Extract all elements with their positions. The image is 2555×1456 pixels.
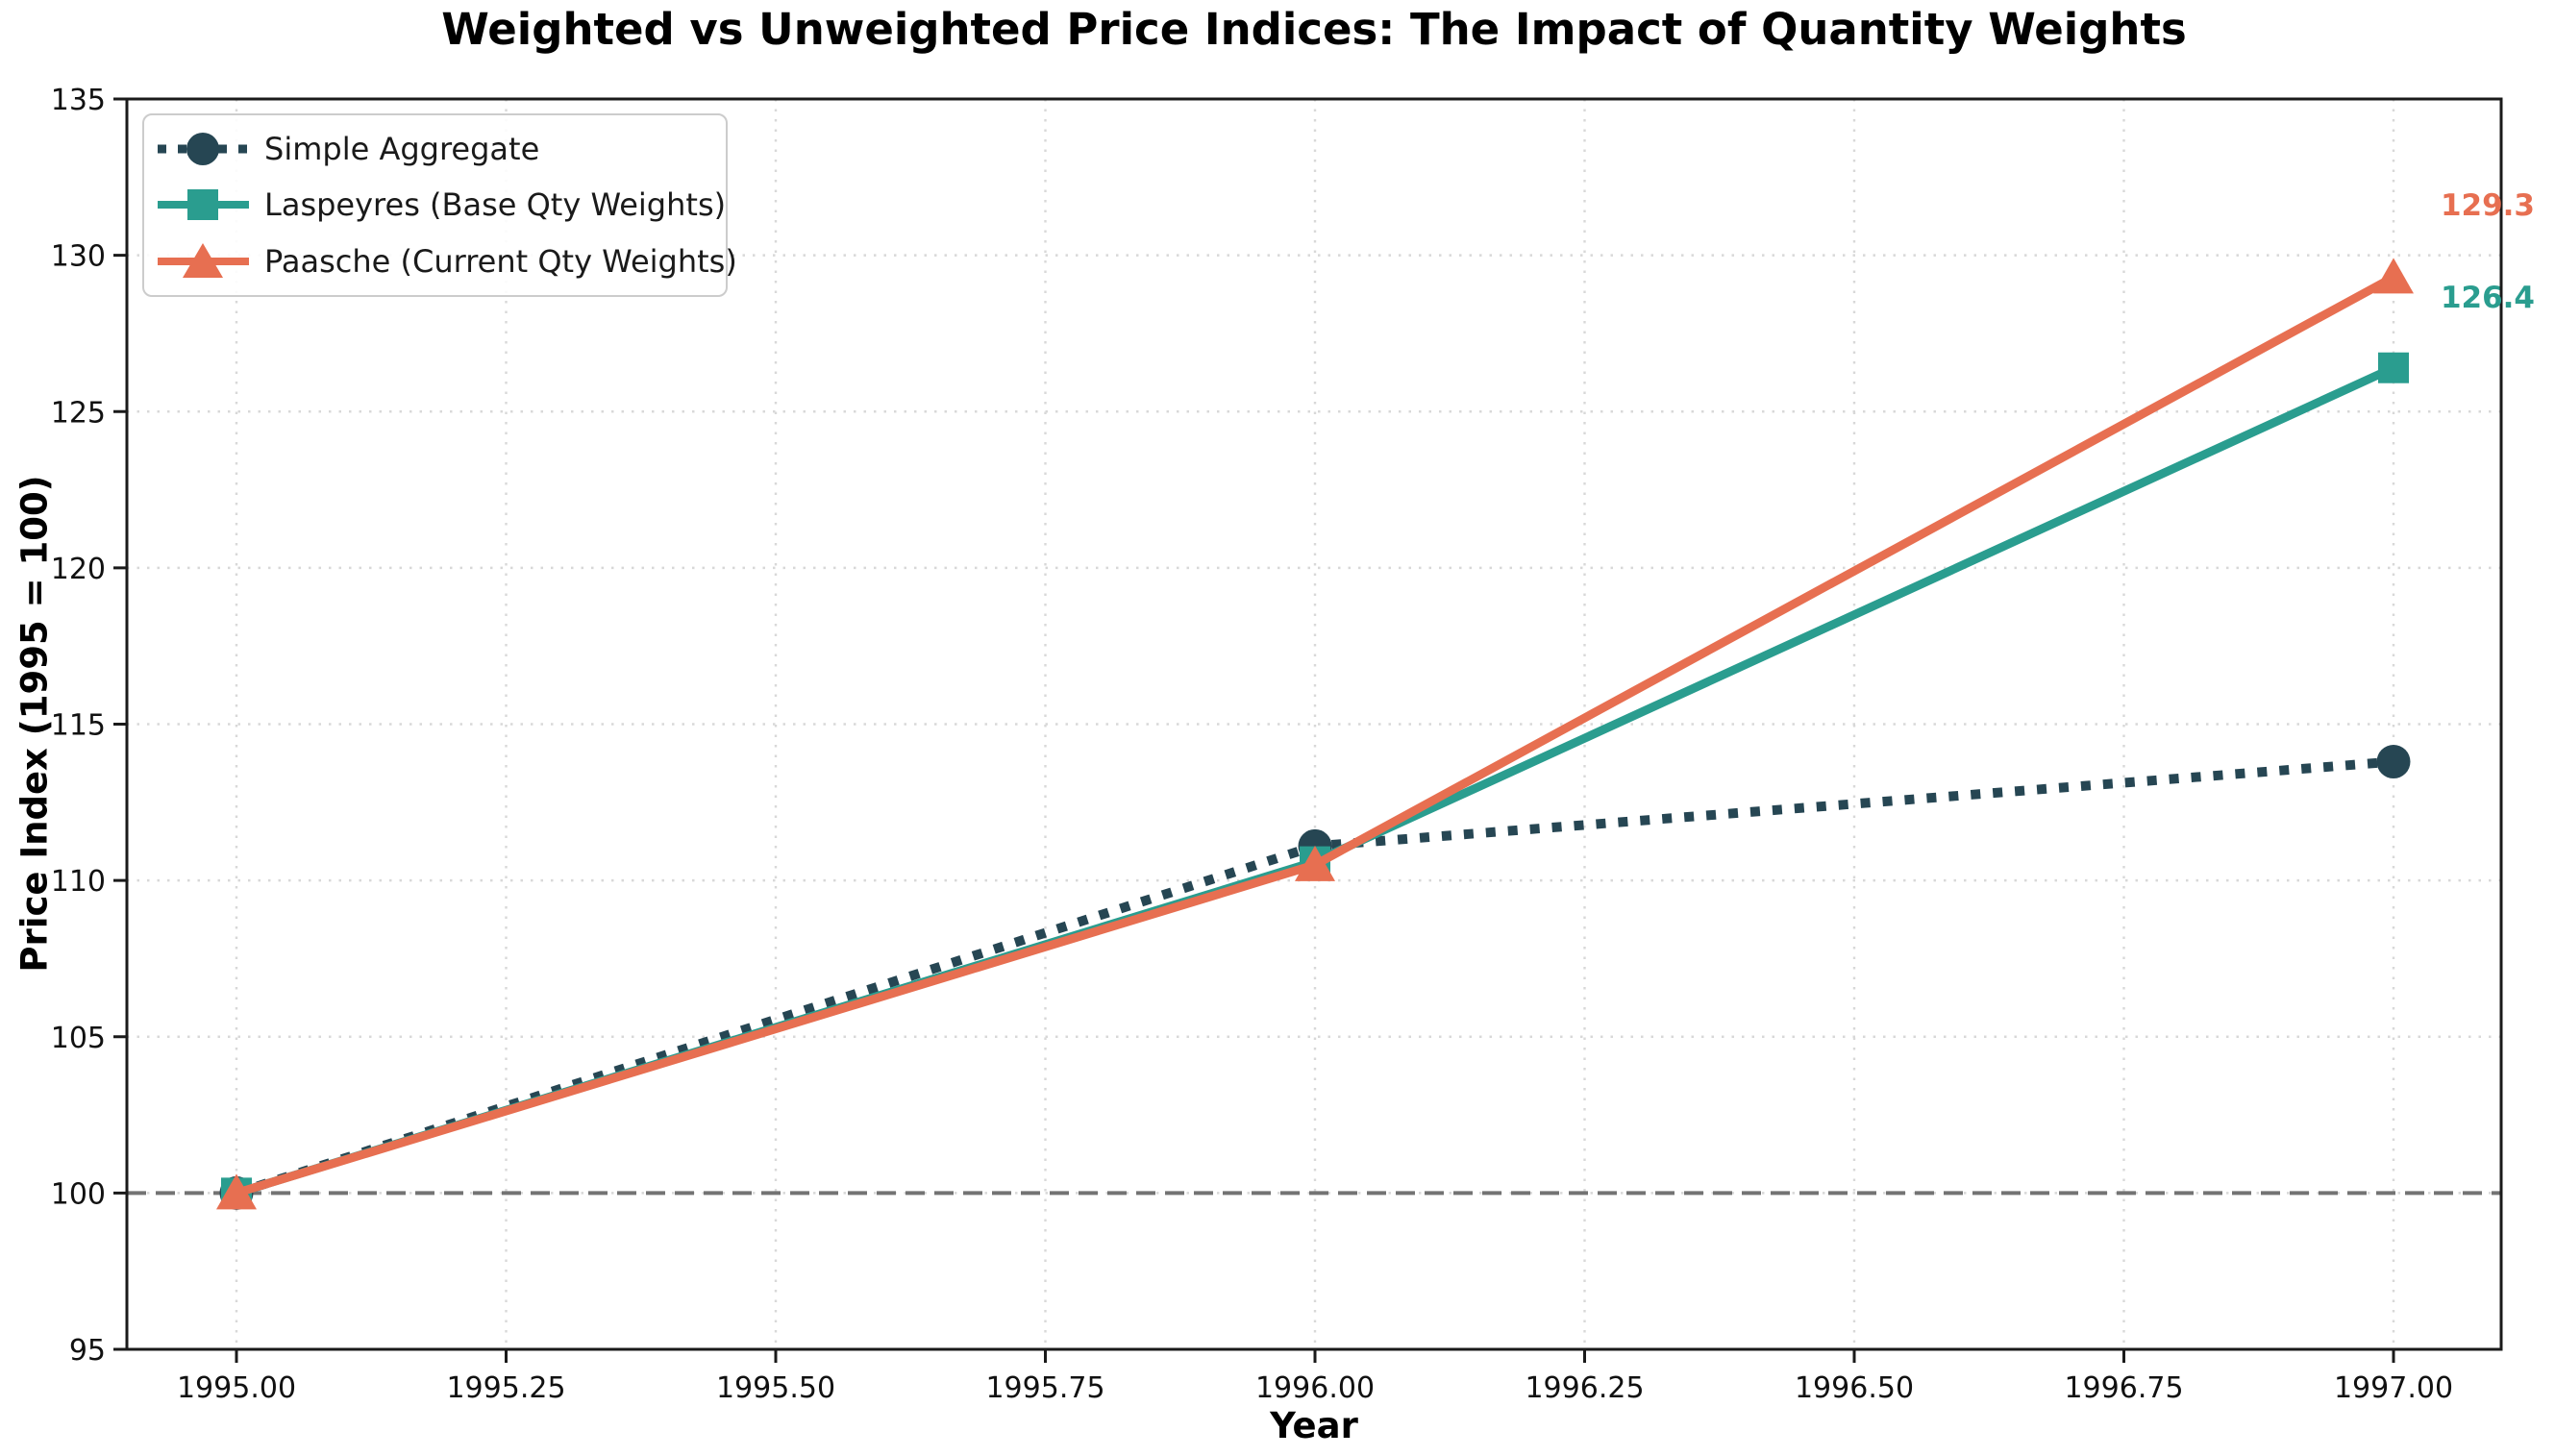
svg-text:1996.75: 1996.75 — [2064, 1371, 2183, 1405]
legend-item-laspeyres: Laspeyres (Base Qty Weights) — [158, 177, 726, 233]
legend-label: Simple Aggregate — [264, 131, 540, 168]
svg-text:1995.25: 1995.25 — [446, 1371, 565, 1405]
svg-text:120: 120 — [51, 553, 106, 586]
svg-text:1995.50: 1995.50 — [716, 1371, 835, 1405]
svg-text:105: 105 — [51, 1022, 106, 1055]
svg-text:1997.00: 1997.00 — [2334, 1371, 2453, 1405]
dotted-circle-marker-icon — [158, 133, 249, 166]
legend: Simple Aggregate Laspeyres (Base Qty Wei… — [142, 113, 737, 297]
legend-item-simple-aggregate: Simple Aggregate — [158, 121, 712, 177]
svg-text:100: 100 — [51, 1177, 106, 1211]
svg-text:115: 115 — [51, 709, 106, 743]
solid-square-marker-icon — [158, 189, 249, 221]
svg-text:1996.00: 1996.00 — [1255, 1371, 1375, 1405]
svg-text:130: 130 — [51, 240, 106, 274]
y-axis-label: Price Index (1995 = 100) — [13, 475, 56, 973]
legend-item-paasche: Paasche (Current Qty Weights) — [158, 234, 737, 289]
svg-text:110: 110 — [51, 865, 106, 899]
x-axis-label: Year — [1270, 1405, 1358, 1446]
annotation-paasche-value: 129.3 — [2440, 188, 2535, 223]
svg-text:125: 125 — [51, 396, 106, 430]
annotation-laspeyres-value: 126.4 — [2440, 281, 2535, 315]
svg-text:95: 95 — [69, 1334, 106, 1368]
legend-label: Laspeyres (Base Qty Weights) — [264, 186, 727, 224]
y-axis-ticks: 95 100 105 110 115 120 125 130 135 — [51, 84, 127, 1368]
svg-text:1996.50: 1996.50 — [1795, 1371, 1914, 1405]
legend-label: Paasche (Current Qty Weights) — [264, 242, 737, 280]
svg-text:135: 135 — [51, 84, 106, 117]
svg-text:1995.00: 1995.00 — [177, 1371, 296, 1405]
svg-text:1996.25: 1996.25 — [1525, 1371, 1644, 1405]
series-paasche-current-qty-weights — [216, 258, 2414, 1210]
svg-text:1995.75: 1995.75 — [985, 1371, 1104, 1405]
x-axis-ticks: 1995.00 1995.25 1995.50 1995.75 1996.00 1996.… — [177, 1349, 2453, 1405]
solid-triangle-marker-icon — [158, 242, 249, 278]
chart-title: Weighted vs Unweighted Price Indices: Th… — [441, 4, 2187, 55]
